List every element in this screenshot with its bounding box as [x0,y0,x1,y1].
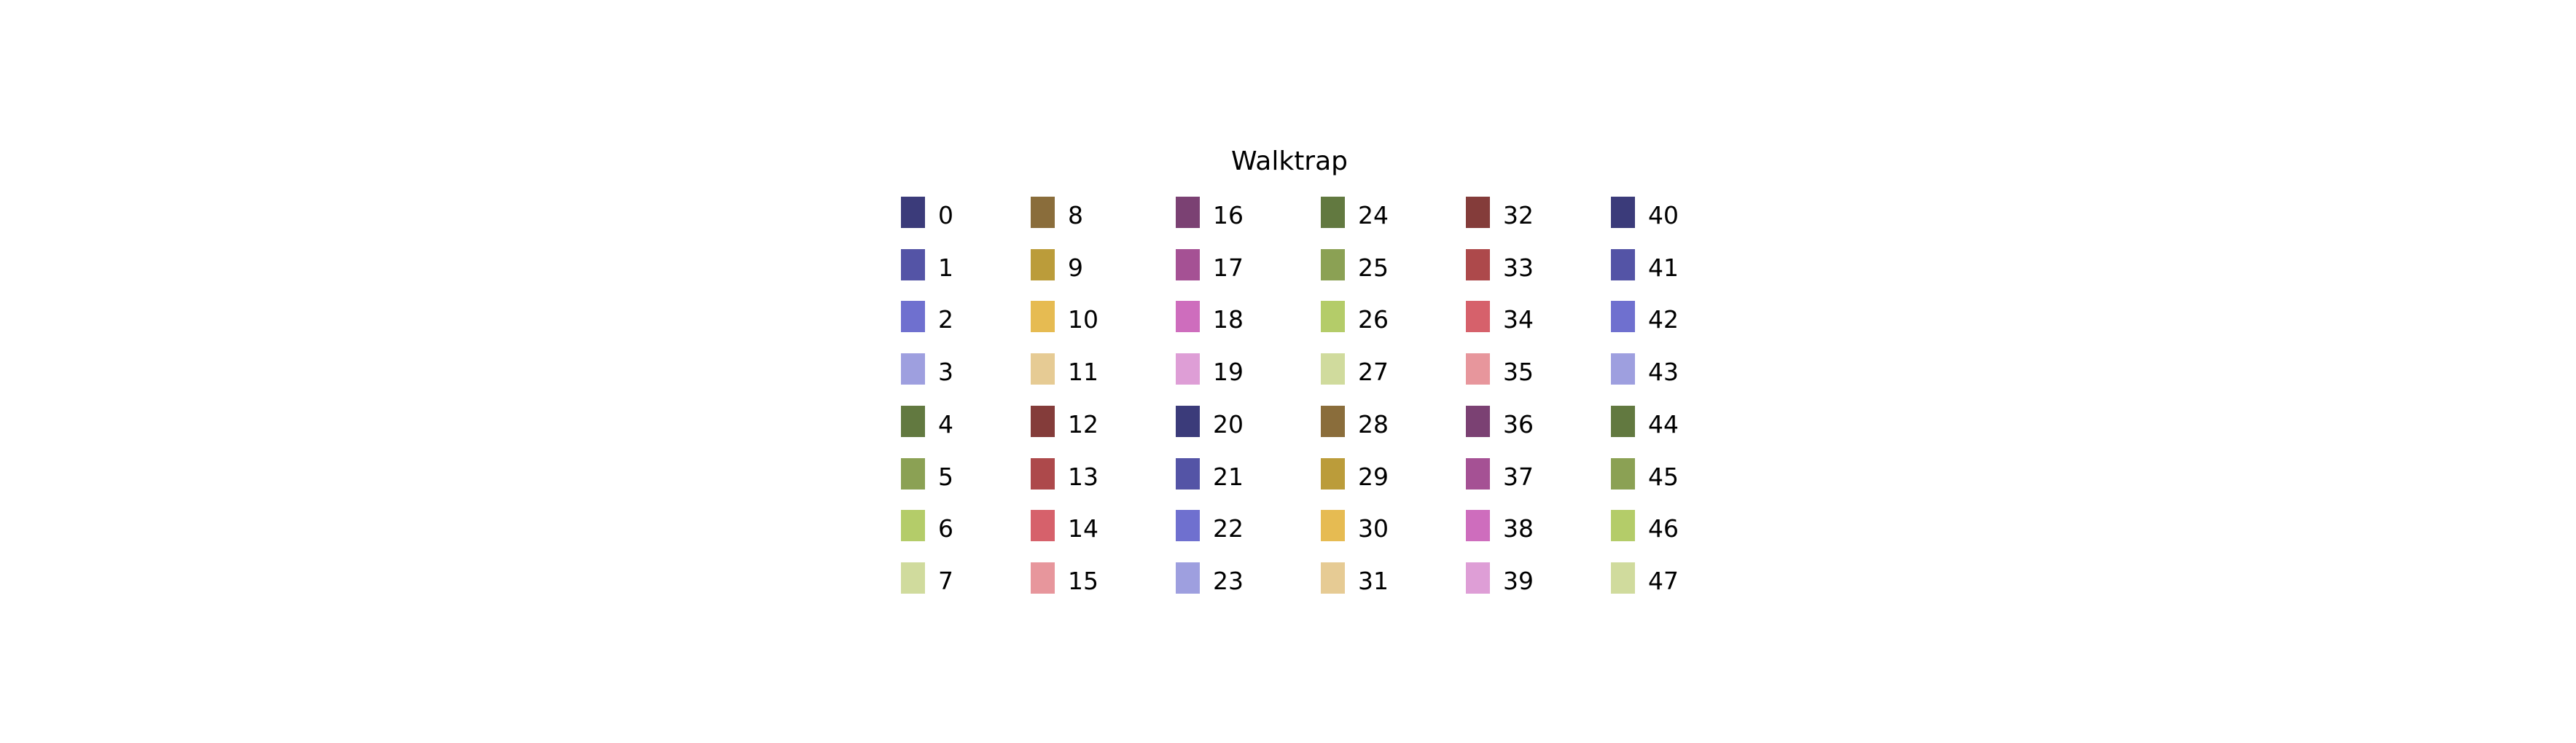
legend-swatch [1466,562,1490,594]
legend-label: 23 [1213,567,1244,595]
legend-swatch [1176,197,1200,228]
legend-label: 18 [1213,305,1244,334]
legend-swatch [1176,510,1200,541]
legend-label: 35 [1503,358,1534,386]
legend-label: 10 [1068,305,1098,334]
legend-label: 22 [1213,514,1244,543]
legend-swatch [1031,197,1055,228]
legend-label: 21 [1213,463,1244,491]
legend-swatch [901,353,925,385]
legend-swatch [1321,353,1345,385]
legend-label: 44 [1648,410,1679,439]
legend-label: 33 [1503,253,1534,282]
legend-swatch [1611,301,1635,332]
legend-label: 7 [938,567,953,595]
legend-swatch [1321,562,1345,594]
legend-label: 25 [1358,253,1389,282]
legend-swatch [1321,301,1345,332]
legend-swatch [1321,406,1345,437]
legend-label: 34 [1503,305,1534,334]
legend-label: 42 [1648,305,1679,334]
legend-label: 45 [1648,463,1679,491]
legend-swatch [1466,510,1490,541]
legend-label: 28 [1358,410,1389,439]
legend-label: 2 [938,305,953,334]
legend-label: 4 [938,410,953,439]
legend-label: 39 [1503,567,1534,595]
legend-swatch [1466,458,1490,490]
legend-label: 29 [1358,463,1389,491]
legend-label: 36 [1503,410,1534,439]
legend-label: 3 [938,358,953,386]
legend-swatch [1321,197,1345,228]
legend-swatch [1031,562,1055,594]
legend-swatch [901,249,925,280]
legend-title: Walktrap [1230,146,1349,176]
legend-swatch [1611,562,1635,594]
legend-label: 20 [1213,410,1244,439]
legend-label: 24 [1358,201,1389,229]
legend-swatch [1466,406,1490,437]
legend-label: 0 [938,201,953,229]
legend-swatch [1321,510,1345,541]
legend-swatch [901,301,925,332]
legend-swatch [1176,301,1200,332]
legend-label: 43 [1648,358,1679,386]
legend-swatch [1466,301,1490,332]
legend-swatch [1611,510,1635,541]
legend-swatch [1321,249,1345,280]
legend-label: 38 [1503,514,1534,543]
legend-label: 1 [938,253,953,282]
legend-label: 19 [1213,358,1244,386]
legend-label: 32 [1503,201,1534,229]
legend-label: 17 [1213,253,1244,282]
legend-label: 6 [938,514,953,543]
legend-swatch [1176,353,1200,385]
legend-label: 5 [938,463,953,491]
legend-swatch [1031,353,1055,385]
legend-label: 30 [1358,514,1389,543]
legend-label: 8 [1068,201,1083,229]
legend-swatch [1176,562,1200,594]
legend-swatch [1031,301,1055,332]
legend-swatch [901,458,925,490]
legend-swatch [901,197,925,228]
legend-label: 14 [1068,514,1098,543]
legend-label: 15 [1068,567,1098,595]
legend-swatch [1176,458,1200,490]
legend-label: 9 [1068,253,1083,282]
legend-swatch [1321,458,1345,490]
legend-label: 13 [1068,463,1098,491]
legend-swatch [1031,458,1055,490]
legend-swatch [901,406,925,437]
legend-label: 12 [1068,410,1098,439]
legend-label: 16 [1213,201,1244,229]
legend-label: 46 [1648,514,1679,543]
legend-swatch [1611,458,1635,490]
legend-label: 41 [1648,253,1679,282]
legend-swatch [1466,197,1490,228]
legend-swatch [1611,197,1635,228]
legend-swatch [1176,406,1200,437]
legend-swatch [1466,249,1490,280]
legend-swatch [901,510,925,541]
legend-label: 31 [1358,567,1389,595]
legend-swatch [1466,353,1490,385]
legend-swatch [1031,510,1055,541]
legend-swatch [1611,353,1635,385]
legend-label: 47 [1648,567,1679,595]
legend-swatch [1611,406,1635,437]
legend-label: 26 [1358,305,1389,334]
legend-swatch [1176,249,1200,280]
legend-label: 27 [1358,358,1389,386]
legend-swatch [901,562,925,594]
legend-label: 11 [1068,358,1098,386]
legend-swatch [1031,406,1055,437]
legend-swatch [1031,249,1055,280]
legend-label: 40 [1648,201,1679,229]
legend-swatch [1611,249,1635,280]
legend-label: 37 [1503,463,1534,491]
